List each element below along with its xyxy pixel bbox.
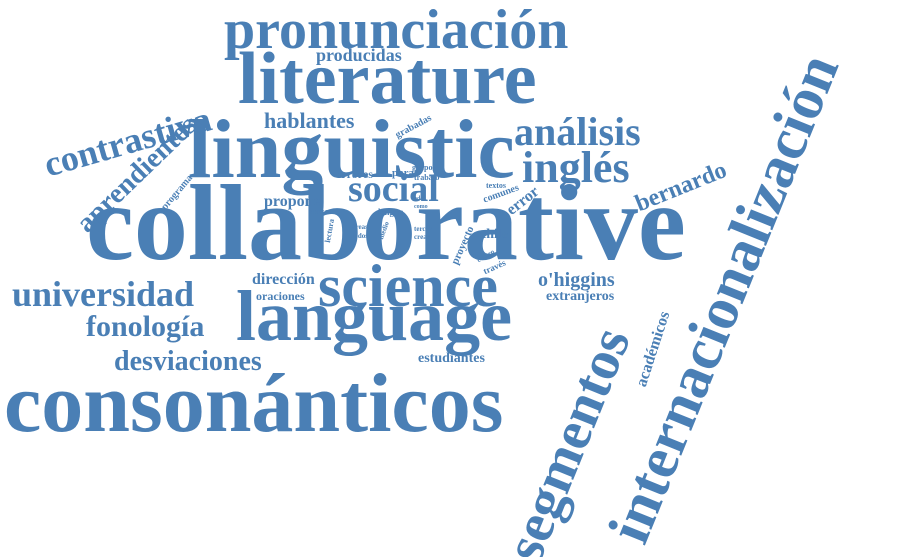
word-fonologia: fonología	[86, 310, 205, 343]
word-producidas: producidas	[316, 45, 402, 65]
word-hablantes: hablantes	[264, 108, 355, 133]
word-crear: crear	[414, 233, 430, 241]
word-trabajo: trabajo	[414, 173, 440, 182]
word-desviaciones: desviaciones	[114, 346, 262, 377]
word-textos: textos	[486, 181, 506, 190]
word-errores: errores	[336, 167, 373, 181]
word-para: para	[392, 167, 414, 179]
word-grupos: grupos	[412, 163, 436, 172]
word-propone: propone	[264, 193, 321, 210]
word-language: language	[236, 276, 513, 356]
word-extranjeros: extranjeros	[546, 289, 615, 304]
word-todos: todos	[352, 232, 368, 240]
word-tercer: tercer	[414, 225, 432, 233]
word-como: como	[414, 204, 428, 210]
word-literature: literature	[238, 38, 537, 120]
word-collaborative: collaborative	[86, 164, 686, 283]
word-consonanticos: consonánticos	[4, 357, 504, 450]
word-areas: áreas	[352, 223, 368, 231]
word-social: social	[348, 168, 439, 210]
word-science: science	[318, 253, 498, 319]
word-direccion: dirección	[252, 271, 315, 288]
word-todo: todo	[412, 196, 424, 202]
word-oraciones: oraciones	[256, 289, 305, 303]
word-chile: chile	[480, 227, 508, 242]
word-ohiggins: o'higgins	[538, 269, 615, 291]
word-ingles: inglés	[522, 143, 630, 192]
word-analisis: análisis	[514, 109, 641, 154]
word-cursos: cursos	[310, 207, 332, 216]
word-linguistic: linguistic	[188, 103, 515, 196]
word-universidad: universidad	[12, 274, 195, 314]
word-pronunciacion: pronunciación	[224, 0, 569, 61]
word-estudiantes: estudiantes	[418, 351, 485, 366]
word-lengua: lengua	[378, 207, 404, 217]
